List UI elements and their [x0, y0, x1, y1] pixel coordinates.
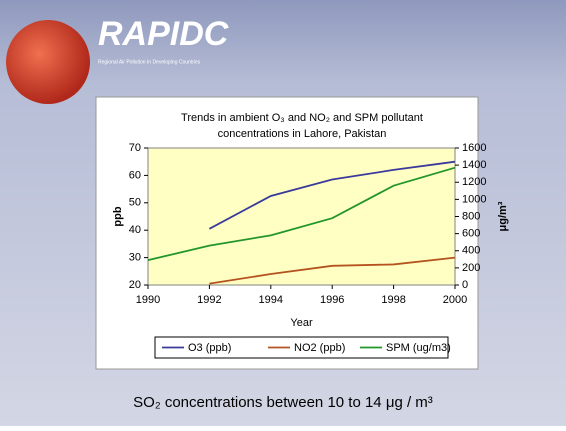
chart-title: concentrations in Lahore, Pakistan — [218, 128, 387, 140]
x-tick-label: 1996 — [320, 294, 344, 306]
y-tick-label: 40 — [129, 224, 141, 236]
x-tick-label: 2000 — [443, 294, 467, 306]
y-tick-label: 50 — [129, 197, 141, 209]
y2-tick-label: 600 — [462, 228, 480, 240]
y-tick-label: 30 — [129, 252, 141, 264]
y2-tick-label: 1400 — [462, 159, 486, 171]
x-tick-label: 1994 — [259, 294, 283, 306]
logo-ball — [6, 20, 90, 104]
chart: Trends in ambient O₃ and NO₂ and SPM pol… — [112, 112, 509, 359]
y2-tick-label: 1600 — [462, 142, 486, 154]
y2-tick-label: 1000 — [462, 193, 486, 205]
y2-tick-label: 1200 — [462, 176, 486, 188]
x-tick-label: 1990 — [136, 294, 160, 306]
y-axis-label: ppb — [112, 206, 124, 226]
y2-tick-label: 0 — [462, 279, 468, 291]
x-axis-label: Year — [290, 317, 313, 329]
caption: SO₂ concentrations between 10 to 14 μg /… — [133, 394, 433, 411]
y2-tick-label: 200 — [462, 262, 480, 274]
y2-axis-label: μg/m³ — [497, 201, 509, 231]
y2-tick-label: 800 — [462, 210, 480, 222]
y-tick-label: 70 — [129, 142, 141, 154]
legend-label: SPM (ug/m3) — [386, 342, 451, 354]
series-line — [208, 160, 456, 230]
legend-label: O3 (ppb) — [188, 342, 231, 354]
x-tick-label: 1998 — [381, 294, 405, 306]
header-subtitle: Regional Air Pollution In Developing Cou… — [98, 59, 201, 65]
series-line — [147, 166, 456, 262]
header-title: RAPIDC — [98, 15, 229, 53]
y2-tick-label: 400 — [462, 245, 480, 257]
chart-title: Trends in ambient O₃ and NO₂ and SPM pol… — [181, 112, 423, 124]
plot-area — [147, 147, 456, 286]
legend-label: NO2 (ppb) — [294, 342, 345, 354]
y-tick-label: 60 — [129, 169, 141, 181]
series-line — [209, 256, 456, 285]
x-tick-label: 1992 — [197, 294, 221, 306]
legend-box — [154, 336, 449, 359]
y-tick-label: 20 — [129, 279, 141, 291]
